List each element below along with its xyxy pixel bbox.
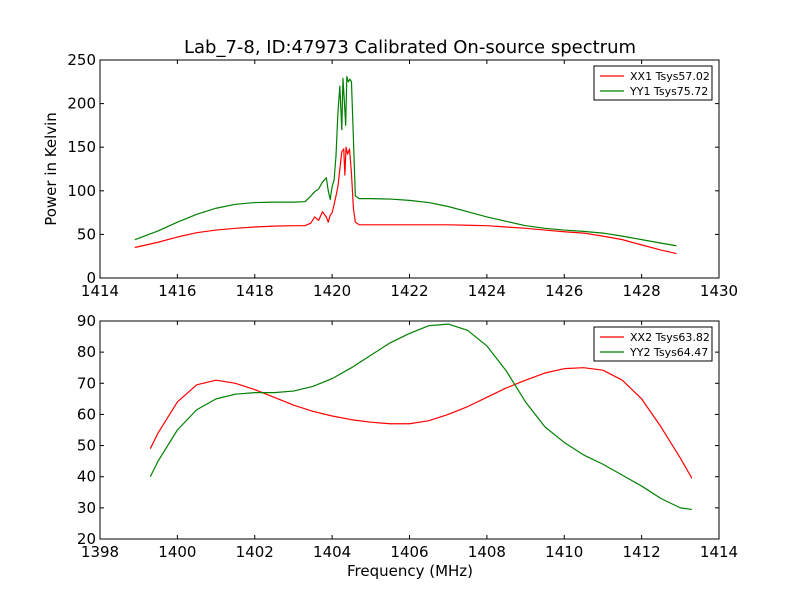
- y-tick-label: 250: [67, 51, 96, 69]
- y-tick-label: 70: [77, 374, 96, 392]
- x-tick-label: 1414: [81, 282, 119, 300]
- x-tick-label: 1398: [81, 543, 119, 561]
- bottom-spectrum-plot: 1398 1400 1402 1404 1406 1408 1410 1412 1414 20 30…: [77, 312, 738, 561]
- y-tick-label: 60: [77, 405, 96, 423]
- y-tick-label: 20: [77, 530, 96, 548]
- x-tick-label: 1404: [313, 543, 351, 561]
- x-tick-label: 1406: [390, 543, 428, 561]
- y-tick-label: 30: [77, 499, 96, 517]
- x-tick-label: 1414: [700, 543, 738, 561]
- x-tick-label: 1412: [623, 543, 661, 561]
- x-tick-label: 1426: [545, 282, 583, 300]
- x-tick-label: 1422: [390, 282, 428, 300]
- y-tick-label: 100: [67, 182, 96, 200]
- legend-box: [593, 65, 713, 101]
- y-tick-label: 80: [77, 343, 96, 361]
- x-tick-label: 1430: [700, 282, 738, 300]
- legend: XX1 Tsys57.02 YY1 Tsys75.72: [593, 65, 713, 101]
- x-tick-label: 1420: [313, 282, 351, 300]
- x-tick-label: 1410: [545, 543, 583, 561]
- y-tick-label: 50: [77, 437, 96, 455]
- x-tick-label: 1428: [623, 282, 661, 300]
- figure-title: Lab_7-8, ID:47973 Calibrated On-source s…: [184, 37, 636, 58]
- x-tick-label: 1418: [236, 282, 274, 300]
- x-tick-label: 1416: [158, 282, 196, 300]
- y-axis-label: Power in Kelvin: [42, 112, 60, 226]
- series-line-1: [149, 367, 693, 479]
- legend-label: YY1 Tsys75.72: [629, 85, 708, 98]
- y-tick-label: 0: [86, 269, 96, 287]
- series-line-2: [149, 323, 692, 511]
- legend-label: XX1 Tsys57.02: [630, 70, 710, 83]
- x-tick-label: 1424: [468, 282, 506, 300]
- x-tick-label: 1400: [158, 543, 196, 561]
- x-tick-label: 1408: [468, 543, 506, 561]
- series-line-1: [134, 146, 677, 255]
- x-tick-label: 1402: [236, 543, 274, 561]
- legend-label: XX2 Tsys63.82: [630, 331, 710, 344]
- y-tick-label: 150: [67, 138, 96, 156]
- series-line-2: [134, 75, 677, 247]
- y-tick-label: 90: [77, 312, 96, 330]
- top-spectrum-plot: 1414 1416 1418 1420 1422 1424 1426 1428 1430 0 50 1…: [67, 51, 738, 300]
- x-axis-label: Frequency (MHz): [347, 562, 473, 580]
- legend: XX2 Tsys63.82 YY2 Tsys64.47: [593, 326, 713, 362]
- y-tick-label: 40: [77, 468, 96, 486]
- legend-box: [593, 326, 713, 362]
- y-tick-label: 50: [77, 225, 96, 243]
- y-tick-label: 200: [67, 95, 96, 113]
- legend-label: YY2 Tsys64.47: [629, 346, 708, 359]
